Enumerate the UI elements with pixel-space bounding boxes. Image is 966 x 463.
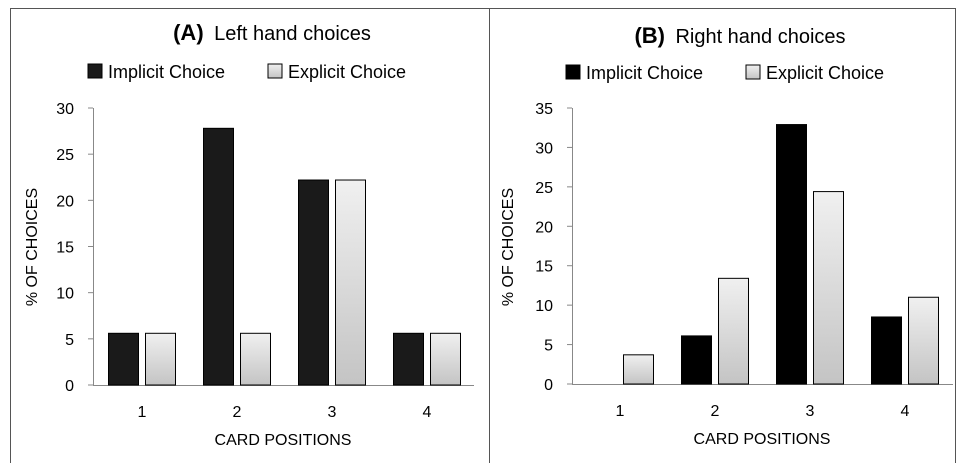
panel-a-y-tick-label: 15	[56, 240, 74, 257]
panel-a-legend-swatch-implicit	[87, 63, 103, 79]
panel-a-bar-implicit-3	[298, 179, 329, 386]
panel-b-y-ticks: 0 5 10 15 20 25 30 35	[535, 101, 572, 394]
panel-b-x-tick-label: 1	[616, 403, 625, 420]
panel-a-y-axis-label: % OF CHOICES	[24, 188, 41, 306]
panel-a-bar-implicit-4	[393, 332, 424, 386]
panel-a-x-tick-label: 3	[328, 404, 337, 421]
panel-a-y-ticks: 0 5 10 15 20 25 30	[56, 101, 93, 395]
panel-b-legend-label-implicit: Implicit Choice	[586, 63, 703, 83]
panel-b-y-tick-label: 10	[535, 298, 553, 315]
panel-b-x-ticks: 1 2 3 4	[616, 403, 910, 420]
panel-a-bars	[108, 127, 461, 386]
panel-b: (B) Right hand choices Implicit Choice E…	[500, 23, 953, 448]
panel-b-y-tick-label: 0	[544, 377, 553, 394]
panel-a-legend-label-explicit: Explicit Choice	[288, 62, 406, 82]
panel-b-y-tick-label: 30	[535, 140, 553, 157]
panel-b-x-axis-label: CARD POSITIONS	[694, 431, 831, 448]
panel-b-y-tick-label: 20	[535, 219, 553, 236]
panel-b-bar-explicit-1	[623, 354, 654, 385]
panel-a-bar-explicit-2	[240, 332, 271, 386]
panel-b-border	[489, 8, 956, 463]
panel-a-legend-swatch-explicit	[267, 63, 283, 79]
panel-b-y-tick-label: 25	[535, 180, 553, 197]
panel-b-legend-swatch-implicit	[565, 64, 581, 80]
panel-b-legend-swatch-explicit	[745, 64, 761, 80]
panel-a-border	[10, 8, 490, 463]
panel-b-x-tick-label: 2	[711, 403, 720, 420]
panel-a-y-tick-label: 0	[65, 378, 74, 395]
panel-b-bar-explicit-2	[718, 277, 749, 385]
panel-a-y-tick-label: 25	[56, 147, 74, 164]
panel-b-y-axis-label: % OF CHOICES	[500, 188, 517, 306]
panel-a: (A) Left hand choices Implicit Choice Ex…	[24, 20, 474, 449]
panel-a-bar-explicit-4	[430, 332, 461, 386]
panel-b-legend-label-explicit: Explicit Choice	[766, 63, 884, 83]
panel-a-legend: Implicit Choice Explicit Choice	[87, 62, 406, 82]
panel-b-bar-explicit-3	[813, 191, 844, 385]
panel-b-legend: Implicit Choice Explicit Choice	[565, 63, 884, 83]
panel-b-bar-implicit-2	[681, 335, 712, 385]
panel-a-x-tick-label: 1	[138, 404, 147, 421]
panel-b-y-tick-label: 35	[535, 101, 553, 118]
panel-a-x-ticks: 1 2 3 4	[138, 404, 432, 421]
panel-b-bar-explicit-4	[908, 296, 939, 385]
panel-b-y-tick-label: 5	[544, 338, 553, 355]
panel-a-y-tick-label: 20	[56, 193, 74, 210]
panel-a-title-text: Left hand choices	[214, 23, 371, 45]
panel-b-x-tick-label: 4	[901, 403, 910, 420]
panel-a-bar-implicit-1	[108, 332, 139, 386]
panel-a-title: (A) Left hand choices	[173, 20, 371, 45]
panel-b-bar-implicit-3	[776, 124, 807, 385]
panel-a-x-tick-label: 2	[233, 404, 242, 421]
panel-a-x-tick-label: 4	[423, 404, 432, 421]
panel-a-bar-explicit-1	[145, 332, 176, 386]
panel-b-bar-implicit-4	[871, 316, 902, 385]
panel-b-title-prefix: (B)	[634, 23, 665, 48]
panel-a-x-axis-label: CARD POSITIONS	[215, 432, 352, 449]
panel-a-y-tick-label: 30	[56, 101, 74, 118]
panel-a-bar-explicit-3	[335, 179, 366, 386]
panel-a-bar-implicit-2	[203, 127, 234, 386]
panel-a-y-tick-label: 5	[65, 332, 74, 349]
panel-a-y-tick-label: 10	[56, 286, 74, 303]
panel-b-y-tick-label: 15	[535, 259, 553, 276]
panel-b-x-tick-label: 3	[806, 403, 815, 420]
panel-b-bars	[623, 124, 939, 385]
panel-a-title-prefix: (A)	[173, 20, 204, 45]
panel-b-title: (B) Right hand choices	[634, 23, 845, 48]
panel-a-legend-label-implicit: Implicit Choice	[108, 62, 225, 82]
panel-b-title-text: Right hand choices	[675, 26, 845, 48]
